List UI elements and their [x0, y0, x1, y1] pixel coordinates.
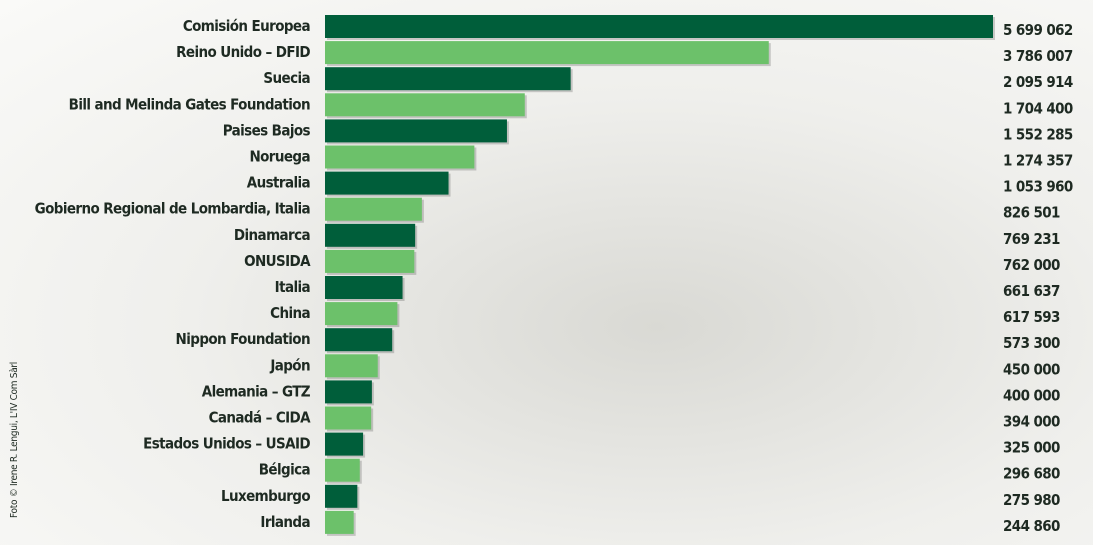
category-label: Canadá – CIDA: [209, 409, 312, 427]
value-label: 1 274 357: [1003, 152, 1073, 170]
bar: [325, 354, 378, 377]
value-label: 762 000: [1003, 256, 1060, 274]
value-label: 400 000: [1003, 386, 1060, 404]
value-label: 1 704 400: [1003, 99, 1073, 117]
category-label: Suecia: [263, 69, 310, 87]
bar: [325, 407, 371, 430]
category-label: Nippon Foundation: [176, 330, 310, 348]
bar: [325, 250, 414, 273]
bar: [325, 224, 415, 247]
value-label: 573 300: [1003, 334, 1060, 352]
value-label: 617 593: [1003, 308, 1060, 326]
category-label: Gobierno Regional de Lombardia, Italia: [35, 200, 311, 218]
category-label: Reino Unido – DFID: [176, 43, 310, 61]
bar: [325, 41, 769, 64]
category-label: Alemania – GTZ: [202, 382, 311, 400]
bar: [325, 380, 372, 403]
value-label: 450 000: [1003, 360, 1060, 378]
photo-credit: Foto © Irene R. Lengui, L'IV Com Sàrl: [8, 362, 20, 518]
category-label: Bill and Melinda Gates Foundation: [69, 95, 310, 113]
bar: [325, 485, 357, 508]
bar: [325, 433, 363, 456]
value-label: 394 000: [1003, 413, 1060, 431]
category-label: Comisión Europea: [183, 17, 311, 35]
value-label: 1 053 960: [1003, 178, 1073, 196]
value-label: 769 231: [1003, 230, 1060, 248]
bar: [325, 93, 525, 116]
chart: Foto © Irene R. Lengui, L'IV Com Sàrl Co…: [0, 0, 1093, 545]
bar: [325, 198, 422, 221]
category-label: ONUSIDA: [244, 252, 311, 270]
bar: [325, 302, 397, 325]
bar: [325, 276, 403, 299]
value-label: 5 699 062: [1003, 21, 1073, 39]
bar: [325, 172, 449, 195]
value-label: 1 552 285: [1003, 125, 1073, 143]
value-label: 3 786 007: [1003, 47, 1073, 65]
category-label: Luxemburgo: [221, 487, 310, 505]
category-label: Estados Unidos – USAID: [143, 435, 310, 453]
value-label: 296 680: [1003, 465, 1060, 483]
category-label: Australia: [247, 174, 311, 192]
bar: [325, 511, 354, 534]
bar: [325, 15, 993, 38]
category-label: Irlanda: [260, 513, 310, 531]
category-label: Noruega: [249, 148, 310, 166]
bar: [325, 146, 474, 169]
category-label: Japón: [269, 356, 310, 374]
value-label: 325 000: [1003, 439, 1060, 457]
category-label: Italia: [275, 278, 311, 296]
category-label: Dinamarca: [234, 226, 311, 244]
category-label: Bélgica: [259, 461, 311, 479]
bar: [325, 67, 571, 90]
value-label: 244 860: [1003, 517, 1060, 535]
bar: [325, 459, 360, 482]
category-label: China: [270, 304, 310, 322]
value-label: 826 501: [1003, 204, 1060, 222]
value-label: 275 980: [1003, 491, 1060, 509]
value-label: 2 095 914: [1003, 73, 1073, 91]
category-label: Paises Bajos: [223, 121, 311, 139]
bar: [325, 328, 392, 351]
bar: [325, 119, 507, 142]
value-label: 661 637: [1003, 282, 1060, 300]
